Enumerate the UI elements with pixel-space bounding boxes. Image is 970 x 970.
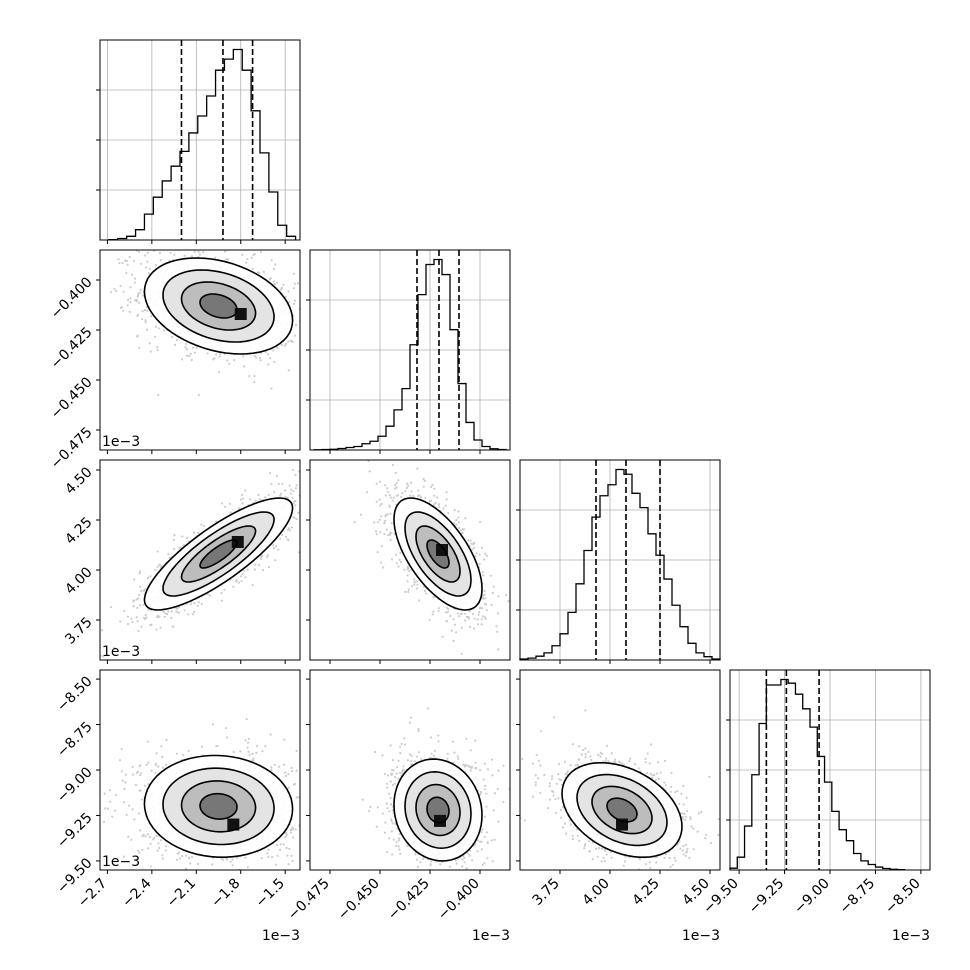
histogram-panel-1 <box>96 39 301 241</box>
contour-line <box>393 497 483 611</box>
density-fill <box>200 294 237 318</box>
scatter-panel-4-1 <box>99 669 301 871</box>
contour-line <box>199 792 238 820</box>
contour-line <box>143 754 294 858</box>
contour-line <box>162 511 275 597</box>
x-tick-label: −2.4 <box>119 875 154 910</box>
density-peak <box>227 818 240 831</box>
x-tick-label: 3.75 <box>529 876 562 909</box>
y-tick-label: −0.400 <box>48 274 96 322</box>
histogram-panel-4 <box>726 669 931 871</box>
x-tick-label: −2.1 <box>164 876 199 911</box>
panel-frame <box>519 459 721 661</box>
scatter-panel-4-3 <box>519 669 721 871</box>
x-offset-text: 1e−3 <box>472 928 510 944</box>
density-peak <box>231 536 244 548</box>
contour-line <box>561 762 683 858</box>
y-offset-text: 1e−3 <box>102 434 140 450</box>
contour-line <box>162 269 275 343</box>
scatter-panel-2-1 <box>99 249 301 451</box>
contour-line <box>162 767 275 846</box>
y-tick-label: −8.50 <box>54 673 96 715</box>
histogram-step <box>313 258 507 451</box>
contour-line <box>180 780 257 833</box>
contour-line <box>393 758 483 862</box>
panel-frame <box>99 249 301 451</box>
x-tick-label: −1.8 <box>208 876 243 911</box>
x-offset-text: 1e−3 <box>262 928 300 944</box>
y-tick-label: 4.50 <box>62 464 95 497</box>
y-tick-label: −9.00 <box>54 764 96 806</box>
x-tick-label: −0.400 <box>435 876 483 924</box>
contour-line <box>591 785 653 835</box>
density-fill <box>607 798 637 822</box>
contour-line <box>199 539 238 569</box>
y-tick-label: −9.25 <box>54 810 96 852</box>
contour-line <box>180 281 257 331</box>
histogram-panel-3 <box>516 459 721 661</box>
contour-line <box>404 770 472 850</box>
contour-line <box>199 293 238 319</box>
histogram-panel-2 <box>306 249 511 451</box>
x-tick-label: −1.5 <box>253 876 288 911</box>
y-tick-label: 3.75 <box>62 614 95 647</box>
density-peak <box>234 308 247 320</box>
x-tick-label: −0.450 <box>335 876 383 924</box>
y-tick-label: −0.475 <box>48 424 96 472</box>
x-offset-text: 1e−3 <box>892 928 930 944</box>
contour-line <box>404 511 472 597</box>
y-tick-label: 4.25 <box>62 514 95 547</box>
contour-line <box>576 773 668 847</box>
x-tick-label: 4.25 <box>629 876 662 909</box>
panel-frame <box>99 459 301 661</box>
density-peak <box>434 814 446 827</box>
contour-line <box>606 797 638 823</box>
x-tick-label: −9.25 <box>746 876 788 918</box>
histogram-step <box>108 48 297 241</box>
x-tick-label: −0.425 <box>385 876 433 924</box>
panel-frame <box>309 459 511 661</box>
x-tick-label: −8.50 <box>882 876 924 918</box>
contour-line <box>415 525 461 583</box>
y-offset-text: 1e−3 <box>102 644 140 660</box>
contour-line <box>415 783 461 837</box>
x-tick-label: −9.00 <box>791 876 833 918</box>
y-tick-label: 4.00 <box>62 564 95 597</box>
scatter-panel-4-2 <box>309 669 511 871</box>
scatter-panel-3-2 <box>309 459 511 661</box>
contour-line <box>426 539 450 569</box>
panel-frame <box>309 249 511 451</box>
x-offset-text: 1e−3 <box>682 928 720 944</box>
y-tick-label: −8.75 <box>54 719 96 761</box>
panel-frame <box>99 39 301 241</box>
histogram-step <box>519 468 721 660</box>
contour-line <box>143 257 294 355</box>
contour-line <box>143 497 294 611</box>
density-fill <box>200 540 237 568</box>
y-tick-label: −0.450 <box>48 374 96 422</box>
density-peak <box>436 544 448 556</box>
x-tick-label: −0.475 <box>285 876 333 924</box>
x-tick-label: −8.75 <box>837 876 879 918</box>
histogram-step <box>729 678 906 871</box>
contour-line <box>180 525 257 583</box>
y-tick-label: −0.425 <box>48 324 96 372</box>
y-offset-text: 1e−3 <box>102 854 140 870</box>
density-fill <box>200 793 237 820</box>
x-tick-label: 4.00 <box>579 876 612 909</box>
contour-line <box>426 796 450 824</box>
scatter-panel-3-1 <box>99 459 301 661</box>
